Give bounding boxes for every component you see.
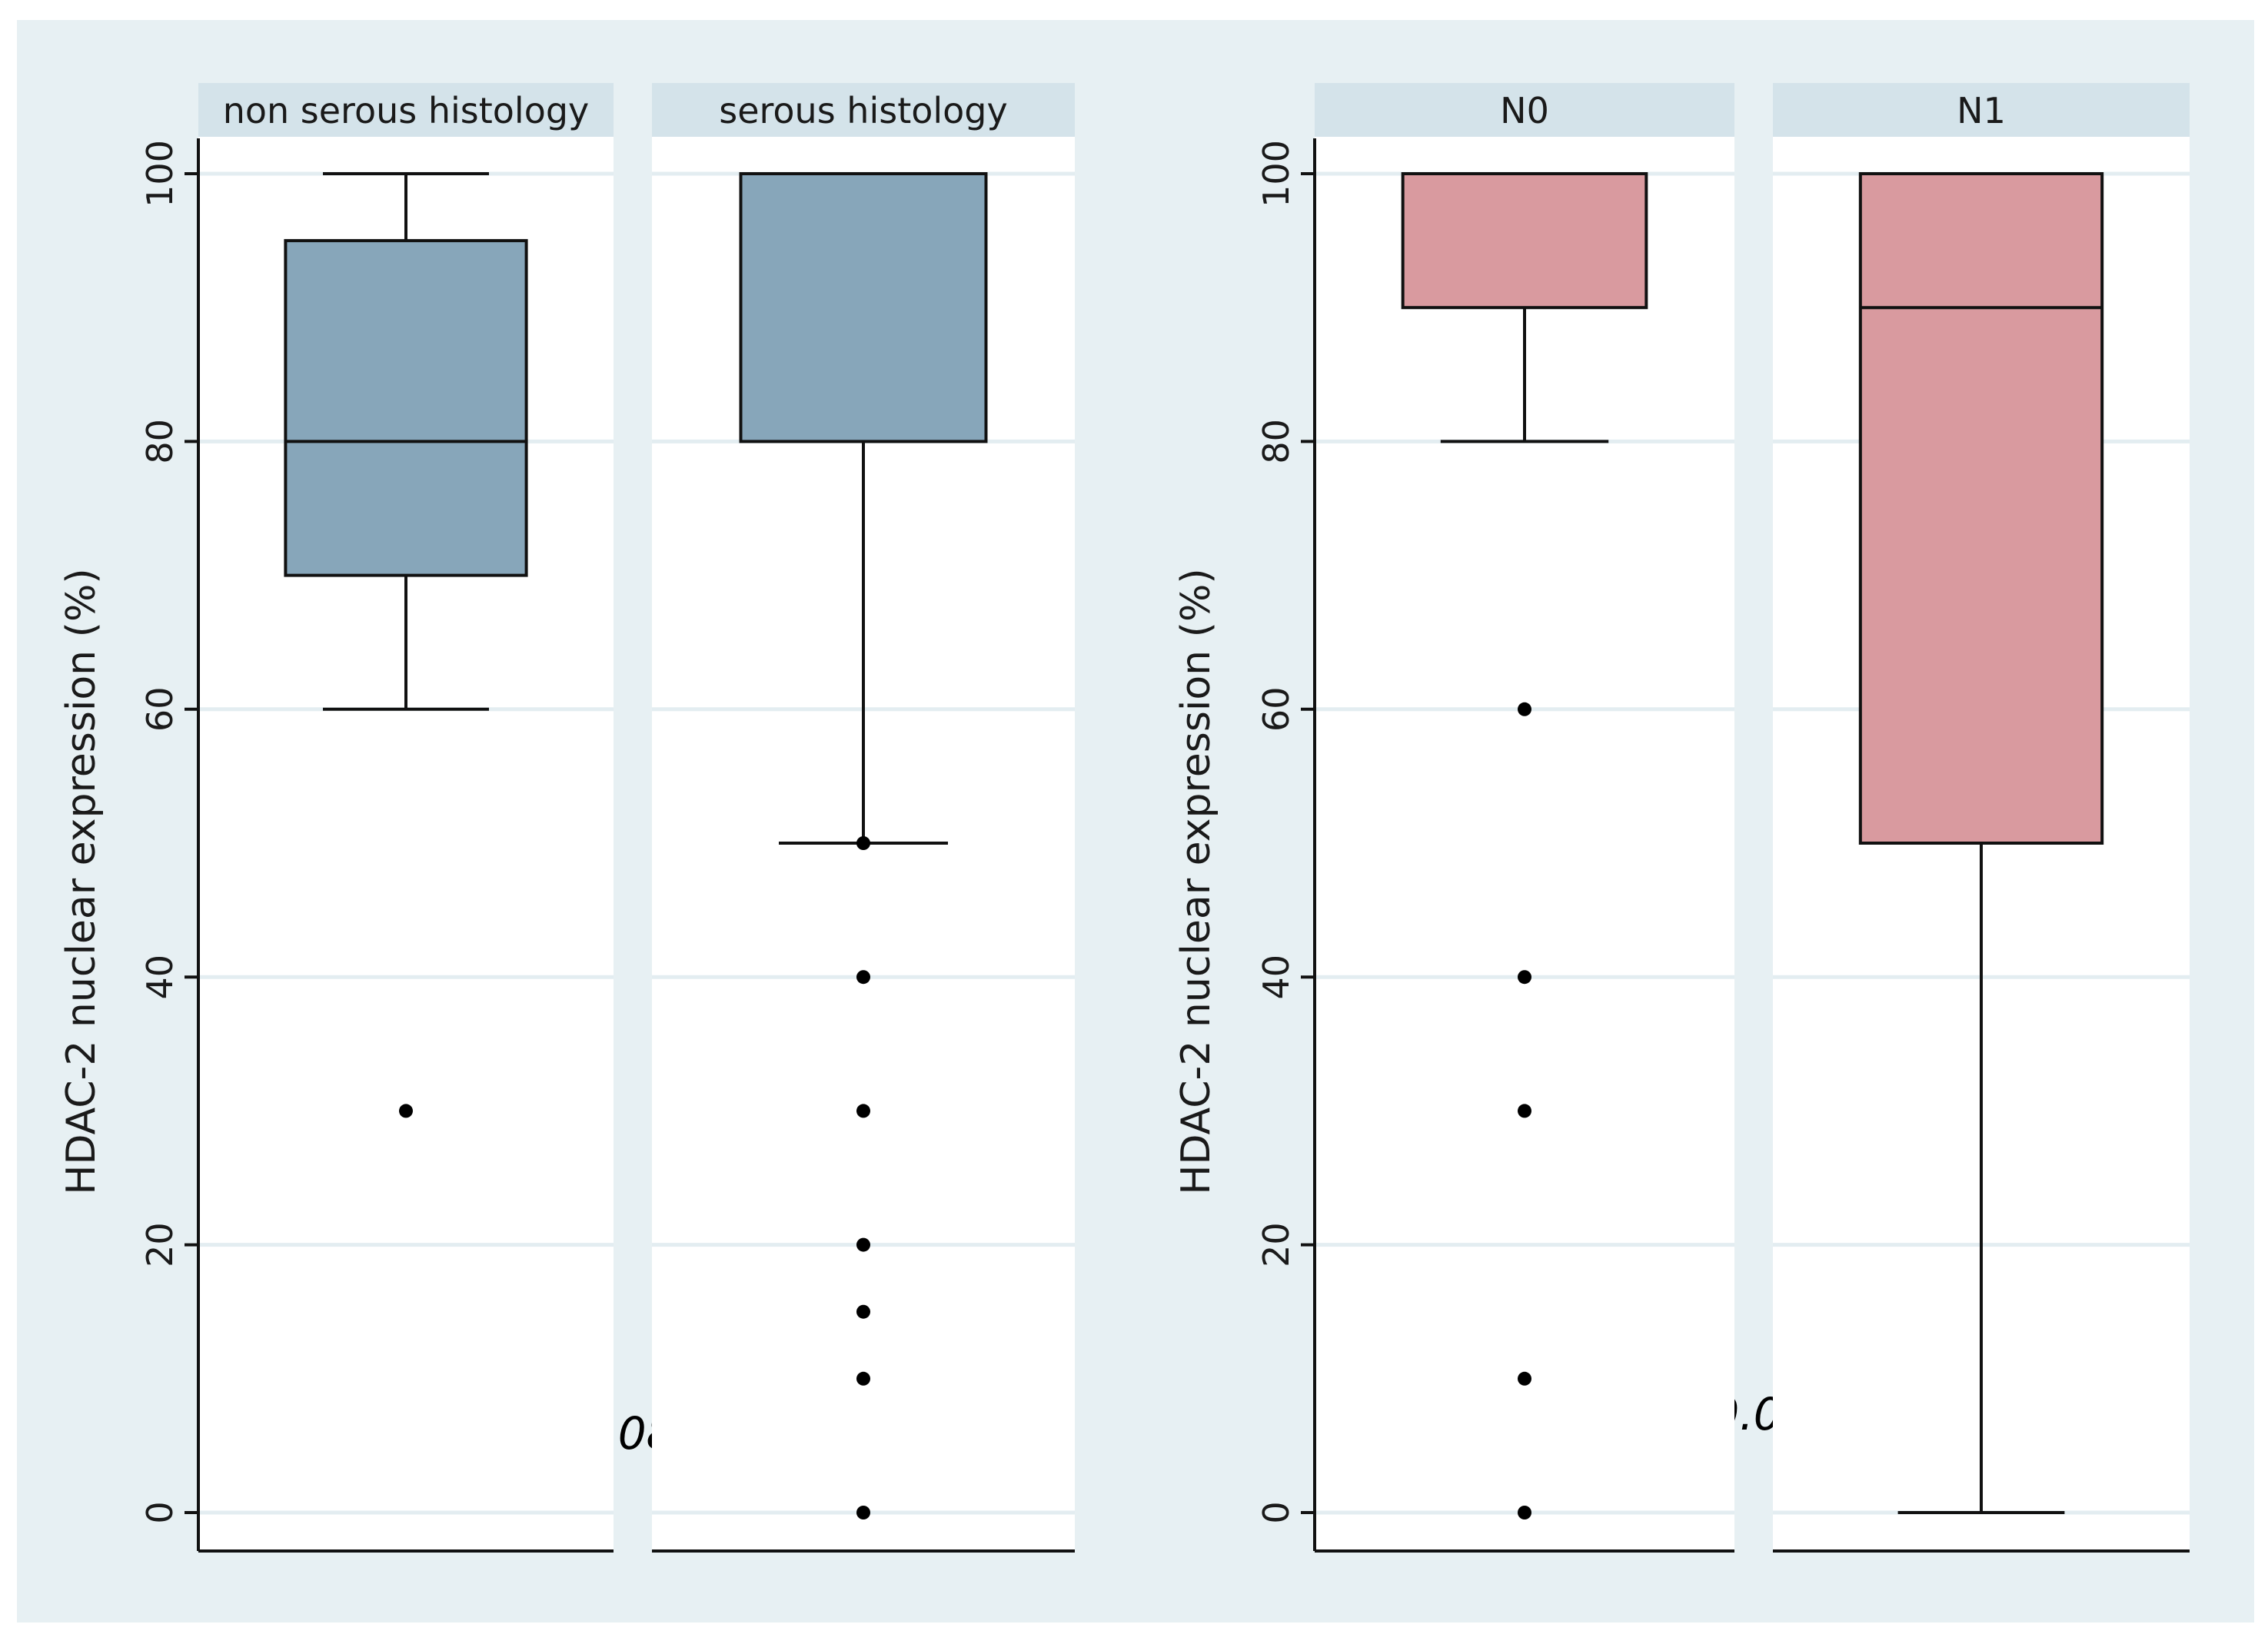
box — [1858, 172, 2104, 845]
outlier-point — [856, 1371, 870, 1386]
panel-header — [652, 83, 1075, 137]
outlier-point — [1518, 970, 1531, 985]
y-tick-label: 60 — [1255, 687, 1297, 732]
outlier-point — [856, 1237, 870, 1252]
outlier-point — [856, 970, 870, 985]
y-tick-label: 40 — [139, 955, 181, 1000]
panel-header — [198, 83, 614, 137]
y-tick-label: 0 — [139, 1501, 181, 1523]
outlier-point — [856, 1506, 870, 1519]
y-tick-label: 0 — [1255, 1501, 1297, 1523]
panel-label: serous histology — [719, 90, 1007, 131]
chart-group-histology: HDAC-2 nuclear expression (%) p=0.08 non… — [58, 83, 1075, 1553]
panel-header — [1315, 83, 1734, 137]
outlier-point — [1518, 1506, 1531, 1519]
box — [1401, 172, 1648, 310]
y-tick-label: 80 — [139, 419, 181, 464]
outlier-point — [856, 836, 870, 850]
outlier-point — [1518, 702, 1531, 716]
outlier-point — [856, 1104, 870, 1118]
y-axis-label: HDAC-2 nuclear expression (%) — [1173, 568, 1219, 1194]
y-tick-label: 100 — [1255, 140, 1297, 208]
y-tick-label: 20 — [1255, 1222, 1297, 1267]
panel-1: non serous histology — [198, 83, 614, 1553]
outlier-point — [1518, 1371, 1531, 1386]
y-axis-label: HDAC-2 nuclear expression (%) — [58, 568, 105, 1194]
outlier-point — [856, 1304, 870, 1319]
chart-group-nodal-status: HDAC-2 nuclear expression (%) p=0.045 N0… — [1173, 83, 2190, 1553]
outlier-point — [1518, 1104, 1531, 1118]
panel-1: N0 — [1315, 83, 1734, 1553]
panel-2: serous histology — [652, 83, 1075, 1553]
y-tick-label: 100 — [139, 140, 181, 208]
panel-label: N1 — [1957, 90, 2006, 131]
y-tick-label: 20 — [139, 1222, 181, 1267]
panel-2: N1 — [1773, 83, 2190, 1553]
panel-label: non serous histology — [223, 90, 590, 131]
y-tick-label: 80 — [1255, 419, 1297, 464]
y-tick-label: 40 — [1255, 955, 1297, 1000]
panel-header — [1773, 83, 2190, 137]
panel-label: N0 — [1500, 90, 1549, 131]
box — [284, 239, 528, 577]
box — [739, 172, 988, 443]
y-tick-label: 60 — [139, 687, 181, 732]
outlier-point — [399, 1104, 413, 1118]
